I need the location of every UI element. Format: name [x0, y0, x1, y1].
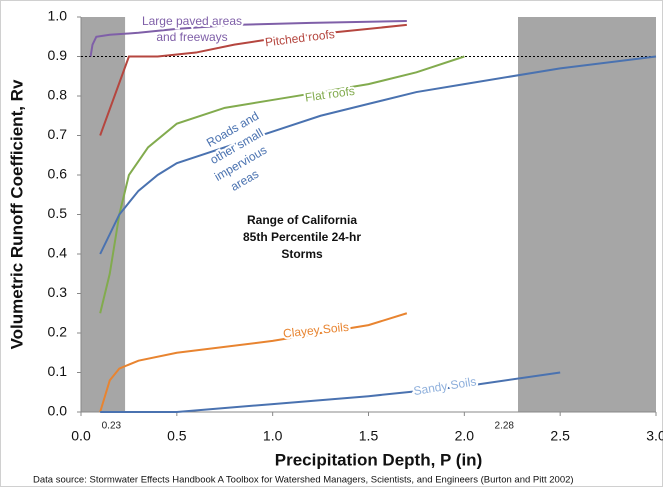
shaded-region	[518, 17, 656, 412]
series-line	[99, 312, 408, 413]
x-tick-label: 2.5	[550, 428, 570, 444]
y-tick-label: 0.6	[48, 166, 68, 182]
x-tick-label: 3.0	[646, 428, 663, 444]
y-tick-label: 0.0	[48, 403, 68, 419]
x-tick-label: 1.0	[263, 428, 283, 444]
y-tick-label: 0.5	[48, 205, 68, 221]
source: Data source: Stormwater Effects Handbook…	[33, 475, 574, 486]
y-tick-label: 0.3	[48, 284, 68, 300]
range-mark-label: 2.28	[495, 421, 515, 432]
range-mark-label: 0.23	[102, 421, 122, 432]
series-line	[99, 23, 407, 136]
y-tick-label: 0.4	[48, 245, 68, 261]
series-line	[100, 371, 561, 413]
y-tick-label: 0.2	[48, 324, 68, 340]
annotation: Storms	[281, 247, 323, 261]
y-tick-label: 0.1	[48, 363, 68, 379]
y-axis-label: Volumetric Runoff Coefficient, Rv	[7, 79, 26, 349]
annotation: Range of California	[247, 213, 357, 227]
series-line	[89, 19, 407, 57]
x-axis-label: Precipitation Depth, P (in)	[275, 450, 482, 469]
shaded-region	[81, 17, 126, 412]
y-tick-label: 0.7	[48, 126, 68, 142]
x-tick-label: 2.0	[455, 428, 475, 444]
y-tick-label: 1.0	[48, 8, 68, 24]
y-tick-label: 0.8	[48, 87, 68, 103]
series-line	[99, 55, 657, 255]
annotation: 85th Percentile 24-hr	[243, 230, 361, 244]
x-tick-label: 1.5	[359, 428, 379, 444]
y-tick-label: 0.9	[48, 47, 68, 63]
series-label: and freeways	[156, 30, 227, 44]
x-tick-label: 0.0	[71, 428, 91, 444]
series-label: Large paved areas	[142, 14, 242, 28]
series-line	[99, 55, 465, 314]
x-tick-label: 0.5	[167, 428, 187, 444]
